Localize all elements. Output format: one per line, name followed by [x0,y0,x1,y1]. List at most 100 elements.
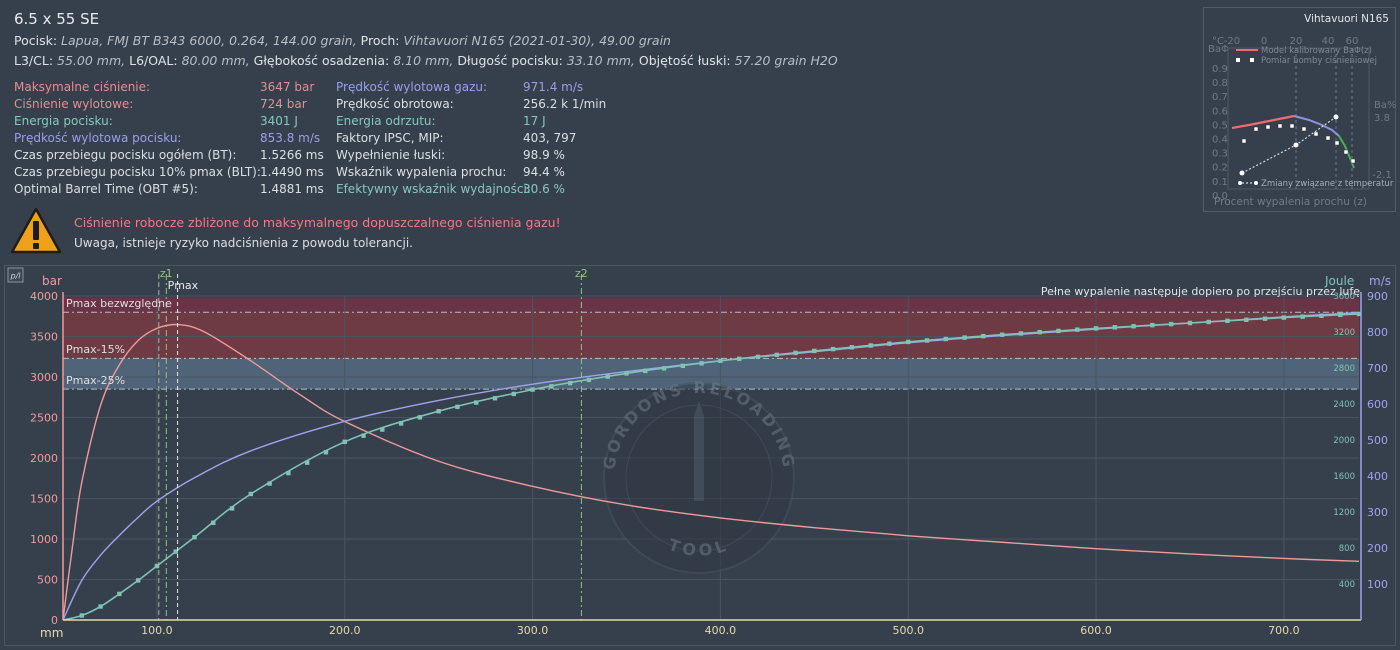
energy-point [1300,314,1305,319]
stat-value: 1.5266 ms [260,148,324,162]
energy-point [981,333,986,339]
stat-value: 971.4 m/s [523,80,584,94]
left-axis-label: BaΦ [1208,44,1229,55]
energy-point [417,415,423,420]
mini-left-tick: 0.4 [1212,135,1228,146]
y2-joule-tick-label: 800 [1339,544,1355,554]
watermark: GORDONS RELOADING TOOL [599,378,796,574]
y2-joule-tick-label: 2800 [1333,364,1355,374]
chart-toggle-button[interactable] [7,267,24,283]
energy-point [117,591,122,597]
x-tick-label: 200.0 [329,624,361,637]
energy-point [304,460,310,465]
stat-value: 1.4490 ms [260,165,324,179]
energy-point [1244,317,1249,322]
temp-tick-0: 0 [1261,36,1267,47]
right-tick-bottom: -2.1 [1372,170,1392,181]
stat-value: 17 J [523,114,546,128]
y2-ms-tick-label: 700 [1367,362,1388,375]
energy-point [793,350,798,356]
energy-point [211,520,216,525]
stat-value: 256.2 k 1/min [523,97,607,111]
marker-label-pmax: Pmax [168,279,199,292]
energy-point [624,371,629,376]
bomb-measurement-points [1241,123,1356,164]
stat-value: 94.4 % [523,165,565,179]
mini-left-tick: 0.9 [1212,64,1228,75]
mini-left-tick: 0.3 [1212,149,1228,160]
powder-value: Vihtavuori N165 (2021-01-30), 49.00 grai… [403,33,671,48]
energy-point [1319,313,1324,318]
mini-left-ticks: 0.9 0.8 0.7 0.6 0.5 0.4 0.3 0.2 0.1 0.0 [1212,64,1228,202]
legend-temp-label: Zmiany związane z temperatur [1261,179,1394,189]
burnout-note: Pełne wypalenie następuje dopiero po prz… [1041,285,1360,298]
energy-point [755,354,761,360]
energy-point [1093,326,1099,331]
y2-joule-tick-label: 2000 [1333,436,1355,446]
stat-value: 724 bar [260,97,307,111]
temp-tick-20: 20 [1290,36,1303,47]
temp-point [1293,142,1299,148]
y2-ms-tick-label: 100 [1367,578,1388,591]
marker-label-z2: z2 [575,267,588,280]
energy-point [380,427,385,432]
powder-model-svg: Vihtavuori N165 °C -20 0 20 40 60 BaΦ Ba… [1208,13,1397,208]
stat-value: 30.6 % [523,182,565,196]
energy-point [154,563,160,569]
energy-point [1056,328,1061,334]
energy-point [79,613,84,618]
y-tick-label: 1500 [30,493,58,506]
energy-point [1112,325,1118,330]
length-value: 33.10 mm, [566,53,635,68]
stat-label: Wskaźnik wypalenia prochu: [336,165,507,179]
energy-point [248,491,254,497]
warning-message: Ciśnienie robocze zbliżone do maksymalne… [74,215,561,230]
legend-temp-swatch [1238,181,1242,185]
zone-pmax-15 [63,312,1359,359]
right-axis-label: Ba% [1374,100,1397,111]
dimensions-line: L3/CL: 55.00 mm, L6/OAL: 80.00 mm, Głębo… [14,53,838,68]
watermark-cartridge-icon [694,416,704,501]
energy-point [1262,316,1268,321]
left-unit-label: bar [42,274,62,288]
y2-joule-tick-label: 2400 [1333,400,1355,410]
energy-point [98,604,103,609]
warning-triangle-icon [10,207,62,254]
ms-unit-label: m/s [1369,274,1391,288]
energy-point [323,450,329,455]
energy-point [267,481,272,486]
energy-point [1018,331,1024,336]
bullet-value: Lapua, FMJ BT B343 6000, 0.264, 144.00 g… [61,33,357,48]
x-unit-label: mm [40,626,63,640]
energy-point [661,366,667,371]
temp-axis-label: °C [1212,36,1224,47]
energy-point [455,404,460,410]
stat-value: 1.4881 ms [260,182,324,196]
chart-toggle-label[interactable]: p/l [10,272,22,281]
y2-joule-tick-label: 3200 [1333,328,1355,338]
energy-point [868,343,873,348]
y2-joule-tick-label: 1200 [1333,508,1355,518]
warning-submessage: Uwaga, istnieje ryzyko nadciśnienia z po… [74,236,413,250]
y-tick-label: 3500 [30,331,58,344]
energy-point [718,358,723,363]
y-tick-label: 2000 [30,452,58,465]
stat-label: Energia pocisku: [14,114,113,128]
temp-tick-40: 40 [1322,36,1335,47]
oal-label: L6/OAL: [129,53,178,68]
ballistics-chart-panel: p/l GORDONS RELOADING TOOL z1 Pmax z2 100.… [4,265,1396,646]
legend-model-label: Model kalibrowany BaΦ(z) [1261,46,1372,56]
stat-label: Prędkość obrotowa: [336,97,454,111]
oal-value: 80.00 mm, [181,53,250,68]
zone-label-p25: Pmax-25% [66,374,125,387]
x-tick-label: 700.0 [1268,624,1300,637]
energy-point [680,363,686,369]
energy-point [474,400,479,405]
length-label: Długość pocisku: [457,53,563,68]
mini-left-tick: 0.2 [1212,163,1228,174]
stat-label: Czas przebiegu pocisku 10% pmax (BLT): [14,165,261,179]
energy-point [999,332,1005,337]
right-tick-top: 3.8 [1374,113,1390,124]
x-tick-label: 500.0 [892,624,924,637]
